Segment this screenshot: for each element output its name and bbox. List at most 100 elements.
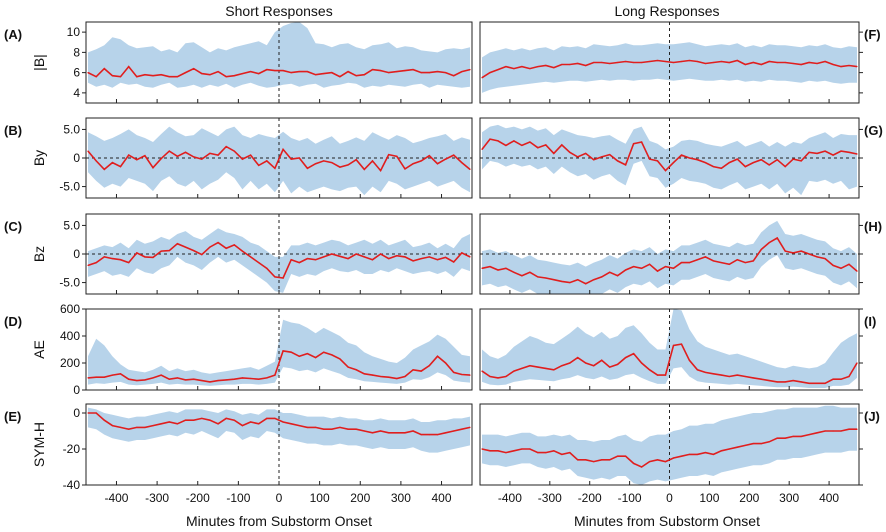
data-point	[824, 257, 826, 260]
column-title-long: Long Responses	[614, 3, 719, 19]
data-point	[640, 141, 643, 143]
data-point	[601, 276, 603, 278]
data-point	[848, 64, 850, 67]
data-point	[808, 151, 810, 153]
data-point	[505, 65, 507, 68]
data-point	[233, 75, 235, 77]
data-point	[355, 159, 357, 161]
data-point	[497, 450, 499, 452]
data-point	[569, 63, 571, 66]
data-point	[144, 426, 146, 428]
data-point	[95, 76, 97, 78]
data-point	[545, 64, 547, 67]
data-point	[323, 428, 325, 430]
x-tick-label: 200	[739, 491, 759, 505]
data-point	[736, 259, 738, 261]
data-point	[513, 370, 515, 372]
data-point	[412, 68, 414, 71]
data-point	[784, 381, 786, 383]
data-point	[696, 60, 699, 63]
data-point	[176, 155, 179, 157]
x-tick-label: -400	[104, 491, 128, 505]
panel-label: (A)	[4, 27, 22, 42]
data-point	[331, 253, 333, 255]
data-point	[168, 249, 170, 252]
data-point	[412, 430, 414, 432]
data-point	[290, 72, 292, 74]
data-point	[258, 378, 260, 380]
data-point	[529, 67, 531, 70]
data-point	[505, 375, 507, 378]
data-point	[103, 67, 105, 70]
data-point	[848, 263, 850, 265]
data-point	[436, 163, 439, 165]
data-point	[712, 453, 714, 455]
data-point	[379, 70, 382, 72]
data-point	[201, 379, 203, 382]
data-point	[497, 377, 499, 379]
data-point	[87, 150, 89, 152]
data-point	[688, 157, 691, 159]
data-point	[489, 375, 491, 378]
data-point	[87, 377, 89, 379]
panel-a: 4 6 8 10 (A) |B|	[4, 21, 473, 104]
mean-line	[87, 65, 471, 78]
data-point	[736, 374, 738, 376]
data-point	[233, 378, 235, 380]
data-point	[680, 261, 683, 264]
data-point	[776, 61, 778, 64]
x-tick-label: 100	[699, 491, 719, 505]
data-point	[436, 355, 439, 357]
data-point	[736, 158, 738, 160]
data-point	[585, 362, 587, 364]
y-tick-label: -20	[63, 442, 81, 456]
data-point	[824, 150, 826, 152]
data-point	[404, 256, 406, 258]
data-point	[537, 147, 539, 149]
data-point	[744, 165, 746, 168]
mean-line	[481, 59, 858, 79]
data-point	[258, 73, 260, 75]
data-point	[840, 267, 842, 269]
data-point	[347, 71, 349, 73]
data-point	[469, 426, 471, 428]
data-point	[111, 161, 114, 164]
data-point	[640, 61, 643, 64]
data-point	[444, 72, 447, 74]
data-point	[388, 72, 390, 74]
y-tick-label: 4	[73, 86, 80, 100]
x-tick-label: -100	[226, 491, 250, 505]
x-tick-label: 400	[819, 491, 839, 505]
data-point	[331, 354, 333, 356]
y-tick-label: 6	[73, 66, 80, 80]
data-point	[489, 72, 491, 74]
data-point	[704, 256, 707, 258]
data-point	[481, 370, 483, 372]
data-point	[848, 428, 850, 430]
data-point	[420, 434, 422, 436]
data-point	[800, 63, 802, 66]
data-point	[577, 459, 579, 461]
data-point	[241, 250, 244, 252]
data-point	[217, 71, 219, 73]
data-point	[249, 421, 252, 423]
mean-line	[481, 343, 858, 385]
data-point	[444, 432, 447, 434]
data-point	[816, 432, 818, 434]
y-axis-label: |B|	[31, 54, 47, 71]
x-tick-label: 200	[350, 491, 370, 505]
data-point	[347, 366, 349, 368]
data-point	[816, 152, 818, 155]
data-point	[176, 377, 179, 379]
data-point	[481, 148, 483, 151]
data-point	[168, 150, 170, 152]
data-point	[521, 448, 523, 450]
data-point	[461, 428, 463, 430]
data-point	[323, 351, 325, 353]
data-point	[656, 59, 659, 62]
data-point	[193, 67, 195, 70]
data-point	[371, 160, 374, 162]
data-point	[848, 151, 850, 153]
data-point	[808, 382, 810, 384]
data-point	[119, 76, 122, 78]
